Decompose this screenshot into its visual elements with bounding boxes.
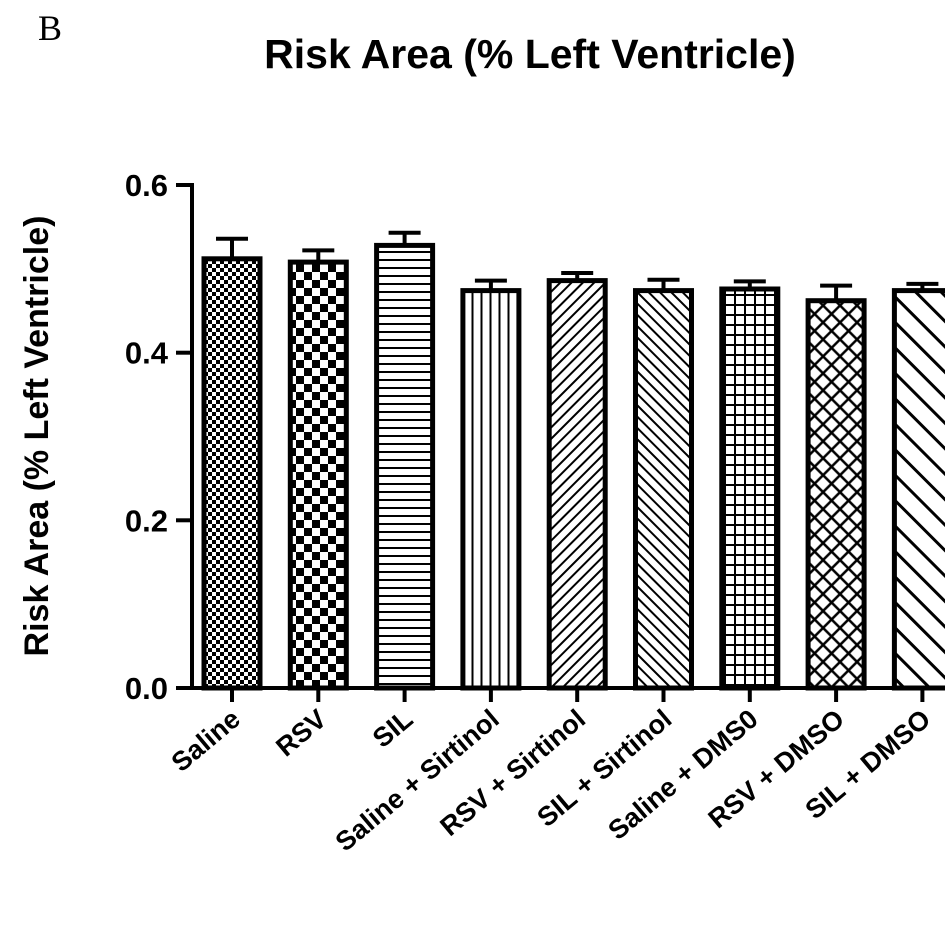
error-bar-3 [474, 278, 507, 291]
bar-3 [460, 288, 522, 691]
error-bar-2 [388, 230, 421, 246]
y-tick-label-2: 0.4 [125, 336, 169, 371]
bar-1 [287, 259, 349, 691]
x-tick-label-1: RSV [270, 704, 332, 763]
error-bar-4 [561, 271, 594, 281]
error-bar-6 [733, 279, 766, 289]
x-tick-label-4: RSV + Sirtinol [434, 704, 591, 842]
x-tick-label-2: SIL [367, 704, 418, 754]
error-bar-7 [820, 283, 853, 301]
x-tick-label-6: Saline + DMS0 [602, 704, 763, 846]
error-bar-0 [216, 236, 248, 259]
x-tick-label-0: Saline [166, 704, 246, 778]
y-tick-label-3: 0.6 [125, 168, 168, 203]
bar-4 [546, 278, 608, 691]
y-tick-label-0: 0.0 [125, 671, 168, 706]
error-bars-layer [216, 230, 939, 301]
y-ticks-layer: 0.0 0.2 0.4 0.6 [125, 168, 192, 706]
bar-0 [201, 256, 263, 691]
bar-8 [891, 288, 945, 691]
error-bar-5 [647, 277, 680, 291]
bar-5 [633, 288, 694, 691]
error-bar-1 [302, 248, 335, 263]
bars-layer [201, 242, 945, 691]
y-tick-label-1: 0.2 [125, 503, 168, 538]
chart-title: Risk Area (% Left Ventricle) [264, 31, 796, 77]
bar-7 [805, 298, 867, 691]
bar-6 [719, 286, 781, 691]
error-bar-8 [906, 281, 939, 291]
bar-2 [374, 242, 436, 691]
panel-letter: B [38, 8, 62, 48]
y-axis-label: Risk Area (% Left Ventricle) [18, 216, 56, 657]
